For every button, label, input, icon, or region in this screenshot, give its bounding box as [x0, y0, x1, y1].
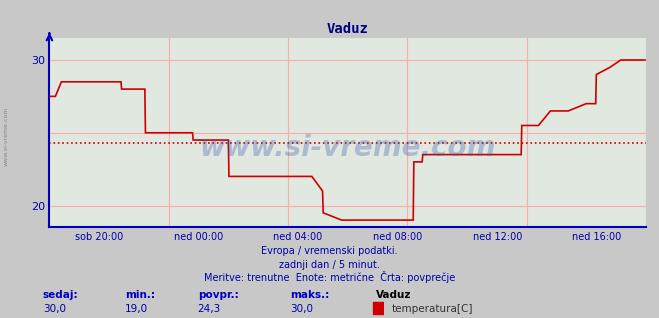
Text: zadnji dan / 5 minut.: zadnji dan / 5 minut.: [279, 260, 380, 270]
Text: Evropa / vremenski podatki.: Evropa / vremenski podatki.: [261, 246, 398, 256]
Text: povpr.:: povpr.:: [198, 290, 239, 300]
Text: Meritve: trenutne  Enote: metrične  Črta: povprečje: Meritve: trenutne Enote: metrične Črta: …: [204, 271, 455, 283]
Text: temperatura[C]: temperatura[C]: [392, 304, 474, 314]
Text: www.si-vreme.com: www.si-vreme.com: [200, 134, 496, 162]
Text: 19,0: 19,0: [125, 304, 148, 314]
Text: sedaj:: sedaj:: [43, 290, 78, 300]
Text: 30,0: 30,0: [43, 304, 66, 314]
Bar: [373, 301, 384, 314]
Text: www.si-vreme.com: www.si-vreme.com: [4, 107, 9, 167]
Text: 30,0: 30,0: [290, 304, 313, 314]
Title: Vaduz: Vaduz: [327, 22, 368, 36]
Text: min.:: min.:: [125, 290, 156, 300]
Text: maks.:: maks.:: [290, 290, 330, 300]
Text: 24,3: 24,3: [198, 304, 221, 314]
Text: Vaduz: Vaduz: [376, 290, 411, 300]
